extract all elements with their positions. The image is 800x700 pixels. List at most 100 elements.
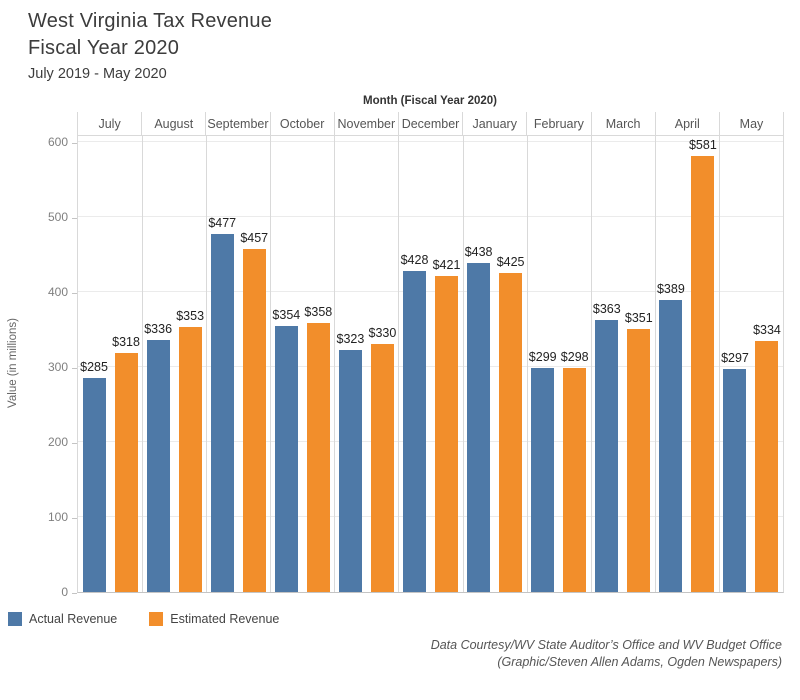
bar-group-september: $477 $457 [206, 136, 270, 592]
y-tick-label-200: 200 [47, 435, 68, 449]
bar-actual-september: $477 [208, 216, 236, 592]
bar-estimated-december: $421 [433, 258, 460, 592]
bar-value-label: $421 [432, 258, 461, 272]
y-tick-label-400: 400 [47, 285, 68, 299]
month-label-november: November [335, 112, 399, 135]
bar-value-label: $298 [560, 350, 589, 364]
y-tick-label-600: 600 [47, 135, 68, 149]
bar-value-label: $438 [464, 245, 493, 259]
bar-value-label: $363 [592, 302, 621, 316]
bar-value-label: $336 [144, 322, 173, 336]
chart-subtitle: July 2019 - May 2020 [28, 66, 167, 82]
bar-actual-may: $297 [721, 351, 749, 592]
bar-estimated-october: $358 [304, 305, 332, 592]
bar-actual-august: $336 [144, 322, 172, 592]
month-separator [206, 136, 208, 592]
bar-group-november: $323 $330 [334, 136, 398, 592]
month-label-december: December [399, 112, 464, 135]
bar-estimated-february: $298 [561, 350, 589, 592]
month-separator [142, 136, 144, 592]
bar-actual-december: $428 [401, 253, 428, 592]
gridline-500 [78, 216, 783, 217]
plot-inner: $285 $318 $336 $353 $477 $457 $354 $358 $323 $330… [78, 136, 783, 592]
month-label-september: September [206, 112, 271, 135]
gridline-600 [78, 141, 783, 142]
bar-estimated-september: $457 [240, 231, 268, 592]
month-separator [462, 136, 464, 592]
bar-value-label: $351 [624, 311, 653, 325]
legend-item-estimated: Estimated Revenue [149, 612, 279, 626]
bar-actual-november: $323 [337, 332, 364, 592]
bar-group-december: $428 $421 [398, 136, 462, 592]
bar-estimated-april: $581 [689, 138, 717, 592]
month-separator [526, 136, 528, 592]
bar-value-label: $285 [80, 360, 108, 374]
month-separator [334, 136, 336, 592]
chart-title-line1: West Virginia Tax Revenue [28, 10, 273, 32]
month-label-july: July [78, 112, 143, 135]
month-separator [590, 136, 592, 592]
bar-estimated-july: $318 [112, 335, 140, 592]
bar-value-label: $389 [656, 282, 685, 296]
month-header-band: July August September October November Decemb… [77, 112, 784, 136]
title-block: West Virginia Tax Revenue Fiscal Year 20… [28, 8, 272, 82]
month-separator [718, 136, 720, 592]
y-tick-mark [72, 518, 77, 519]
data-credit: Data Courtesy/WV State Auditor’s Office … [431, 637, 782, 671]
bar-value-label: $581 [688, 138, 717, 152]
bar-value-label: $330 [368, 326, 397, 340]
bar-value-label: $318 [112, 335, 140, 349]
month-separator [270, 136, 272, 592]
bar-group-february: $299 $298 [527, 136, 591, 592]
legend: Actual Revenue Estimated Revenue [8, 612, 279, 626]
bar-group-january: $438 $425 [463, 136, 527, 592]
y-tick-label-300: 300 [47, 360, 68, 374]
gridline-100 [78, 516, 783, 517]
gridline-400 [78, 291, 783, 292]
bar-value-label: $425 [496, 255, 525, 269]
gridline-200 [78, 441, 783, 442]
bar-estimated-august: $353 [176, 309, 204, 592]
bars-row: $285 $318 $336 $353 $477 $457 $354 $358 $323 $330… [78, 136, 783, 592]
bar-group-august: $336 $353 [142, 136, 206, 592]
month-label-february: February [527, 112, 592, 135]
data-credit-line2: (Graphic/Steven Allen Adams, Ogden Newsp… [497, 655, 782, 669]
y-tick-label-100: 100 [47, 510, 68, 524]
bar-value-label: $323 [336, 332, 365, 346]
legend-label-estimated: Estimated Revenue [170, 612, 280, 626]
bar-group-may: $297 $334 [719, 136, 783, 592]
data-credit-line1: Data Courtesy/WV State Auditor’s Office … [430, 638, 782, 652]
y-tick-mark [72, 143, 77, 144]
month-label-april: April [656, 112, 720, 135]
legend-label-actual: Actual Revenue [29, 612, 118, 626]
bar-value-label: $457 [240, 231, 269, 245]
bar-value-label: $354 [272, 308, 301, 322]
y-tick-mark [72, 368, 77, 369]
month-label-march: March [592, 112, 656, 135]
y-tick-mark [72, 593, 77, 594]
gridline-300 [78, 366, 783, 367]
bar-actual-april: $389 [657, 282, 685, 592]
bar-value-label: $353 [176, 309, 205, 323]
x-axis-title: Month (Fiscal Year 2020) [362, 95, 497, 107]
legend-swatch-estimated [149, 612, 164, 626]
bar-group-october: $354 $358 [270, 136, 334, 592]
bar-estimated-january: $425 [497, 255, 525, 592]
bar-estimated-may: $334 [753, 323, 781, 592]
bar-actual-january: $438 [465, 245, 493, 592]
bar-actual-july: $285 [80, 360, 108, 592]
bar-group-april: $389 $581 [655, 136, 719, 592]
chart-title-line2: Fiscal Year 2020 [28, 37, 180, 59]
bar-group-july: $285 $318 [78, 136, 142, 592]
y-tick-mark [72, 293, 77, 294]
month-separator [654, 136, 656, 592]
legend-item-actual: Actual Revenue [8, 612, 117, 626]
month-label-august: August [142, 112, 207, 135]
bar-value-label: $358 [304, 305, 333, 319]
bar-actual-march: $363 [593, 302, 621, 592]
bar-actual-october: $354 [272, 308, 300, 592]
y-tick-mark [72, 218, 77, 219]
bar-actual-february: $299 [529, 350, 557, 592]
month-label-may: May [739, 116, 764, 131]
